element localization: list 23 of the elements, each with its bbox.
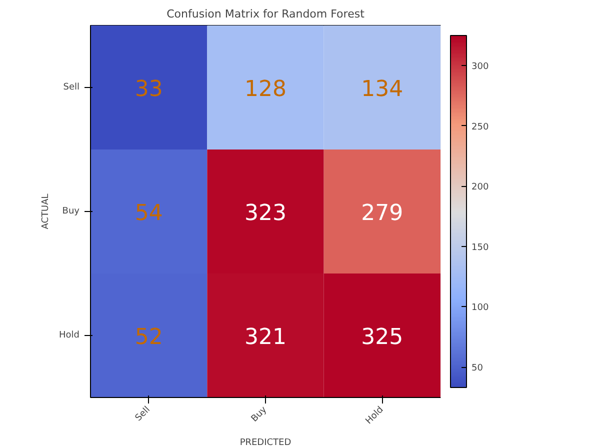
data-label: 323 xyxy=(244,201,287,226)
data-label: 54 xyxy=(134,201,163,226)
color-bar-label: 250 xyxy=(472,122,489,132)
x-tick-label: Buy xyxy=(250,404,270,424)
x-axis-title: PREDICTED xyxy=(240,438,292,447)
data-label: 279 xyxy=(361,201,404,226)
x-tick-label: Sell xyxy=(134,404,152,424)
data-label: 33 xyxy=(134,77,163,102)
color-bar-label: 300 xyxy=(472,62,489,72)
color-bar-label: 200 xyxy=(472,182,489,193)
y-tick-label: Sell xyxy=(63,82,80,92)
data-label: 321 xyxy=(244,325,287,350)
data-label: 325 xyxy=(361,325,404,350)
data-label: 128 xyxy=(244,77,287,102)
y-tick-label: Hold xyxy=(59,330,80,340)
color-bar-label: 150 xyxy=(472,242,489,253)
y-tick-label: Buy xyxy=(62,206,80,216)
color-bar-label: 50 xyxy=(472,364,484,374)
data-label: 134 xyxy=(361,77,404,102)
y-axis-title: ACTUAL xyxy=(41,194,52,230)
color-bar-label: 100 xyxy=(472,303,489,314)
data-label: 52 xyxy=(134,325,163,350)
chart-title: Confusion Matrix for Random Forest xyxy=(166,8,366,20)
